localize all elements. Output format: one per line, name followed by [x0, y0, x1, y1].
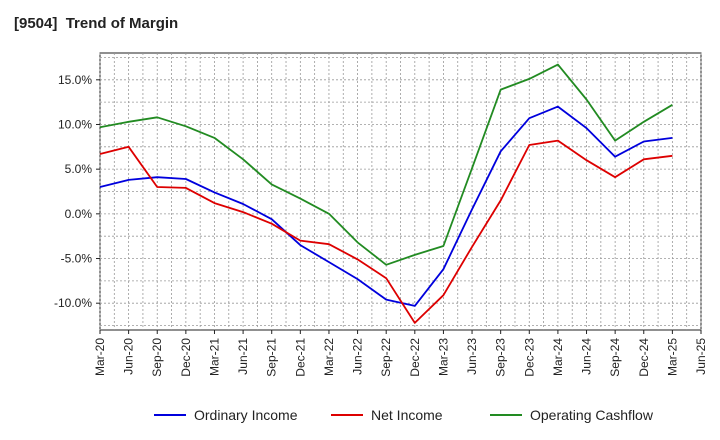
legend: Ordinary Income Net Income Operating Cashf…: [154, 407, 654, 423]
x-tick-label: Jun-24: [580, 338, 594, 375]
chart-title: [9504] Trend of Margin: [14, 15, 179, 32]
series-line-operating-cashflow: [99, 63, 673, 266]
x-tick-label: Jun-25: [694, 338, 708, 375]
y-tick-label: 5.0%: [65, 162, 93, 176]
gridlines: [99, 53, 702, 330]
x-tick-label: Sep-23: [494, 338, 508, 377]
x-tick-label: Sep-20: [150, 338, 164, 377]
x-tick-label: Mar-20: [93, 338, 107, 376]
x-tick-label: Jun-23: [465, 338, 479, 375]
x-tick-label: Sep-24: [608, 338, 622, 377]
legend-label-operating-cashflow: Operating Cashflow: [530, 407, 654, 423]
x-tick-label: Mar-23: [436, 338, 450, 376]
x-axis-ticks: Mar-20 Jun-20 Sep-20 Dec-20 Mar-21 Jun-21 Sep-…: [93, 330, 708, 377]
x-tick-label: Jun-22: [351, 338, 365, 375]
y-tick-label: -10.0%: [54, 296, 92, 310]
x-tick-label: Jun-21: [236, 338, 250, 375]
series-lines: [99, 63, 673, 324]
x-tick-label: Mar-22: [322, 338, 336, 376]
x-tick-label: Dec-22: [408, 338, 422, 377]
x-tick-label: Dec-23: [522, 338, 536, 377]
legend-label-net-income: Net Income: [371, 407, 443, 423]
x-tick-label: Jun-20: [122, 338, 136, 375]
x-tick-label: Sep-21: [265, 338, 279, 377]
x-tick-label: Mar-24: [551, 338, 565, 376]
x-tick-label: Mar-21: [207, 338, 221, 376]
series-line-ordinary-income: [99, 105, 673, 307]
series-line-net-income: [99, 139, 673, 324]
x-tick-label: Dec-21: [293, 338, 307, 377]
x-tick-label: Dec-24: [637, 338, 651, 377]
y-tick-label: 0.0%: [65, 207, 93, 221]
y-tick-label: 10.0%: [58, 117, 92, 131]
x-tick-label: Mar-25: [665, 338, 679, 376]
legend-label-ordinary-income: Ordinary Income: [194, 407, 298, 423]
x-tick-label: Sep-22: [379, 338, 393, 377]
y-tick-label: 15.0%: [58, 73, 92, 87]
y-tick-label: -5.0%: [61, 252, 93, 266]
x-tick-label: Dec-20: [179, 338, 193, 377]
y-axis-ticks: 15.0% 10.0% 5.0% 0.0% -5.0% -10.0%: [54, 73, 100, 310]
